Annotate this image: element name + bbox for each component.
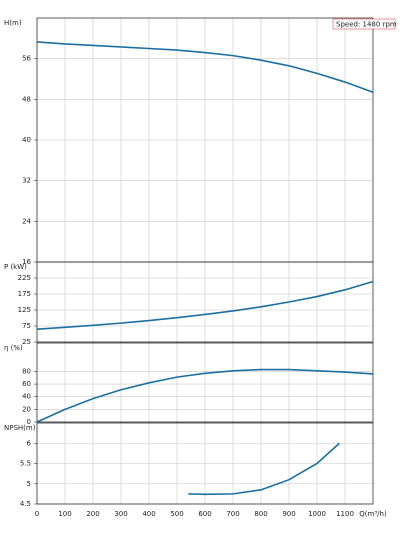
curve	[36, 41, 374, 93]
x-tick-label: 1000	[308, 510, 326, 518]
y-tick-label: 125	[18, 306, 31, 314]
x-tick-label: 600	[198, 510, 211, 518]
y-tick-label: 32	[22, 177, 31, 185]
annotation-box	[332, 18, 396, 30]
panel-border	[36, 342, 374, 423]
x-tick-label: 200	[86, 510, 99, 518]
x-tick-label: 1100	[336, 510, 354, 518]
y-tick-label: 75	[22, 322, 31, 330]
x-tick-label: 800	[254, 510, 267, 518]
y-tick-label: 24	[22, 217, 31, 225]
panel-border	[36, 422, 374, 505]
y-tick-label: 48	[22, 95, 31, 103]
y-axis-label: NPSH(m)	[4, 424, 36, 432]
y-tick-label: 4.5	[20, 500, 31, 508]
y-axis-label: P (kW)	[4, 263, 27, 271]
curve	[188, 442, 340, 496]
y-tick-label: 5	[27, 480, 31, 488]
x-tick-label: 0	[35, 510, 39, 518]
x-tick-label: 100	[58, 510, 71, 518]
x-tick-label: 400	[142, 510, 155, 518]
y-axis-label: η (%)	[4, 344, 23, 352]
y-tick-label: 60	[22, 380, 31, 388]
y-tick-label: 225	[18, 274, 31, 282]
curve	[36, 280, 374, 330]
y-tick-label: 40	[22, 136, 31, 144]
curve	[36, 368, 374, 423]
y-axis-label: H(m)	[4, 19, 22, 27]
x-tick-label: 300	[114, 510, 127, 518]
y-tick-label: 80	[22, 367, 31, 375]
y-tick-label: 40	[22, 393, 31, 401]
panel-border	[36, 261, 374, 343]
y-tick-label: 6	[27, 439, 32, 447]
x-tick-label: 900	[282, 510, 295, 518]
x-axis-label: Q(m³/h)	[359, 510, 387, 518]
y-tick-label: 175	[18, 290, 31, 298]
annotation: Speed: 1480 rpm	[336, 21, 397, 29]
y-tick-label: 5.5	[20, 460, 31, 468]
y-tick-label: 16	[22, 258, 31, 266]
y-tick-label: 56	[22, 55, 31, 63]
y-tick-label: 25	[22, 338, 31, 346]
y-tick-label: 0	[27, 418, 31, 426]
x-tick-label: 700	[226, 510, 239, 518]
x-tick-label: 500	[170, 510, 183, 518]
y-tick-label: 20	[22, 405, 31, 413]
